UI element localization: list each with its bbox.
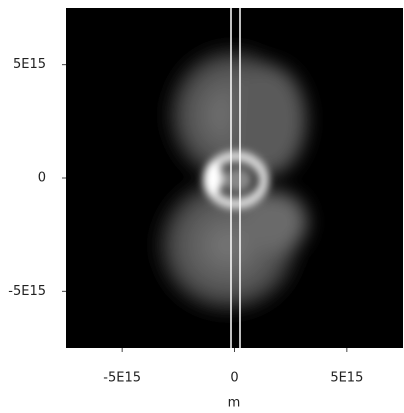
core-inner bbox=[224, 168, 252, 192]
y-tick-label: 5E15 bbox=[13, 57, 46, 72]
x-axis-label: m bbox=[228, 396, 241, 411]
x-tick-label: 0 bbox=[230, 371, 238, 386]
y-tick-label: -5E15 bbox=[8, 284, 46, 299]
upper-lobe-right bbox=[230, 65, 306, 175]
x-tick-label: 5E15 bbox=[330, 371, 363, 386]
core-bright bbox=[205, 162, 223, 194]
y-tick-label: 0 bbox=[38, 171, 46, 186]
nebula bbox=[160, 50, 307, 310]
lower-lobe-right bbox=[243, 192, 307, 252]
x-tick-label: -5E15 bbox=[103, 371, 141, 386]
